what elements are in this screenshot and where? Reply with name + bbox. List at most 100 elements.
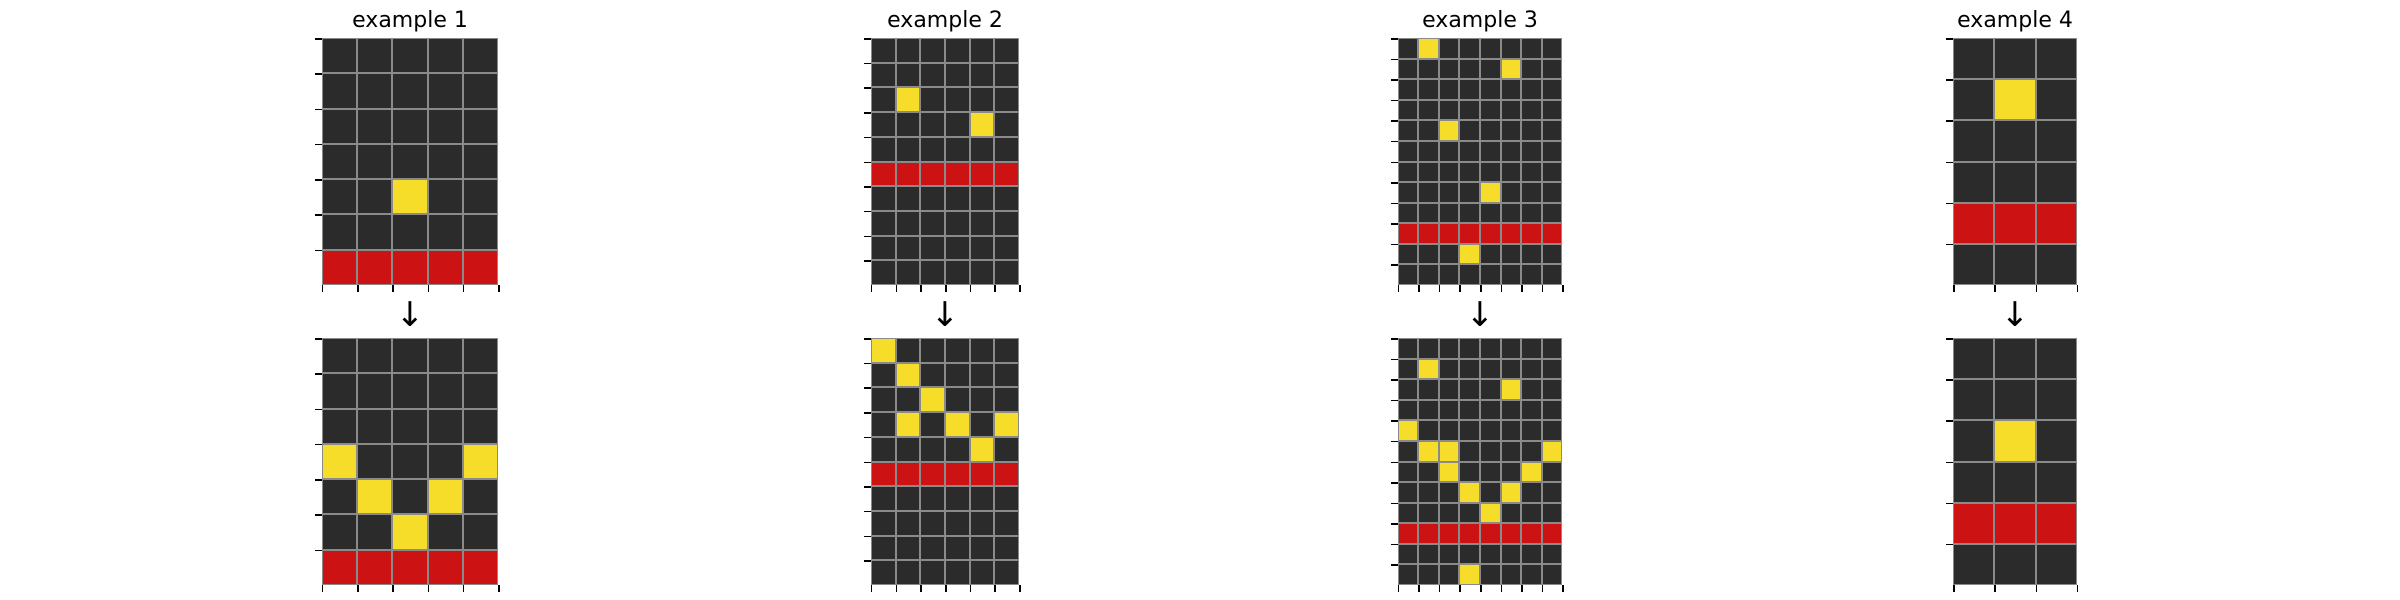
grid-cell (1479, 182, 1501, 203)
x-tick (895, 285, 898, 292)
grid-cell (944, 136, 970, 162)
grid-cell (944, 338, 970, 363)
y-tick (1946, 38, 1954, 40)
grid-cell (944, 87, 970, 113)
grid-cell (2035, 202, 2077, 244)
grid-cell (1953, 202, 1995, 244)
grid-cell (357, 108, 393, 144)
grid-cell (1521, 379, 1542, 400)
grid-cell (392, 549, 428, 585)
grid-cell (1500, 482, 1522, 503)
grid-cell (1953, 420, 1995, 462)
y-tick (863, 461, 871, 463)
grid-cell (1459, 223, 1480, 244)
example-title: example 3 (1422, 8, 1538, 33)
grid-cell (321, 73, 358, 109)
grid-cell (1479, 482, 1501, 503)
grid-cell (1418, 543, 1439, 565)
grid-cell (1479, 502, 1501, 524)
output-grid (1397, 338, 1563, 585)
down-arrow-icon: ↓ (395, 295, 425, 335)
grid-cell (920, 412, 945, 437)
grid-cell (1479, 264, 1501, 285)
grid-cell (2035, 461, 2077, 503)
grid-cell (1541, 338, 1563, 359)
grid-cell (1541, 38, 1563, 59)
grid-cell (321, 443, 358, 480)
grid-cell (920, 260, 945, 285)
grid-cell (321, 514, 358, 550)
grid-cell (1397, 338, 1419, 359)
grid-cell (895, 38, 921, 63)
grid-cell (462, 338, 499, 374)
grid-cell (944, 461, 970, 487)
grid-cell (1994, 502, 2036, 544)
y-tick (1390, 58, 1398, 61)
grid-cell (1459, 38, 1480, 59)
grid-cell (1418, 182, 1439, 203)
grid-cell (1994, 243, 2036, 285)
y-tick (1390, 523, 1398, 525)
x-tick (1397, 285, 1400, 292)
grid-cell (1994, 420, 2036, 462)
grid-cell (920, 510, 945, 536)
grid-cell (969, 210, 995, 236)
grid-cell (2035, 338, 2077, 380)
grid-cell (1418, 38, 1439, 59)
y-tick (1390, 99, 1398, 102)
y-tick (863, 136, 871, 139)
grid-cell (895, 260, 921, 285)
grid-cell (1479, 379, 1501, 400)
grid-cell (427, 373, 463, 409)
y-tick (863, 362, 871, 365)
y-tick (1390, 420, 1398, 422)
y-tick (863, 235, 871, 238)
grid-cell (357, 179, 393, 215)
grid-cell (1459, 243, 1480, 265)
grid-cell (1521, 243, 1542, 265)
output-grid (1953, 338, 2077, 585)
grid-cell (969, 510, 995, 536)
grid-cell (1479, 38, 1501, 59)
y-tick (1390, 440, 1398, 443)
grid-cell (1541, 202, 1563, 224)
grid-cell (920, 112, 945, 137)
grid-cell (1500, 161, 1522, 183)
grid-cell (920, 62, 945, 88)
x-tick (1562, 585, 1564, 592)
grid-cell (1521, 543, 1542, 565)
grid-cell (969, 461, 995, 487)
y-tick (314, 179, 322, 181)
x-tick (427, 585, 430, 592)
grid-cell (994, 486, 1020, 511)
y-tick (863, 38, 871, 40)
grid-cell (1953, 379, 1995, 421)
grid-cell (969, 535, 995, 561)
grid-cell (357, 38, 393, 74)
x-tick (321, 285, 324, 292)
grid-cell (1418, 243, 1439, 265)
grid-cell (920, 338, 945, 363)
grid-cell (994, 461, 1020, 487)
grid-cell (1521, 182, 1542, 203)
grid-cell (870, 510, 896, 536)
grid-cell (392, 249, 428, 285)
grid-cell (1479, 120, 1501, 141)
grid-cell (1541, 379, 1563, 400)
grid-cell (1541, 564, 1563, 585)
grid-cell (969, 412, 995, 437)
x-tick (1541, 285, 1544, 292)
grid-cell (1953, 338, 1995, 380)
grid-cell (1438, 461, 1460, 483)
grid-cell (1418, 99, 1439, 121)
grid-cell (944, 436, 970, 462)
grid-cell (1500, 440, 1522, 462)
grid-cell (969, 338, 995, 363)
y-tick (1390, 79, 1398, 81)
grid-cell (1397, 161, 1419, 183)
grid-cell (895, 210, 921, 236)
grid-cell (1438, 502, 1460, 524)
grid-cell (895, 535, 921, 561)
grid-cell (2035, 502, 2077, 544)
y-tick (314, 373, 322, 375)
